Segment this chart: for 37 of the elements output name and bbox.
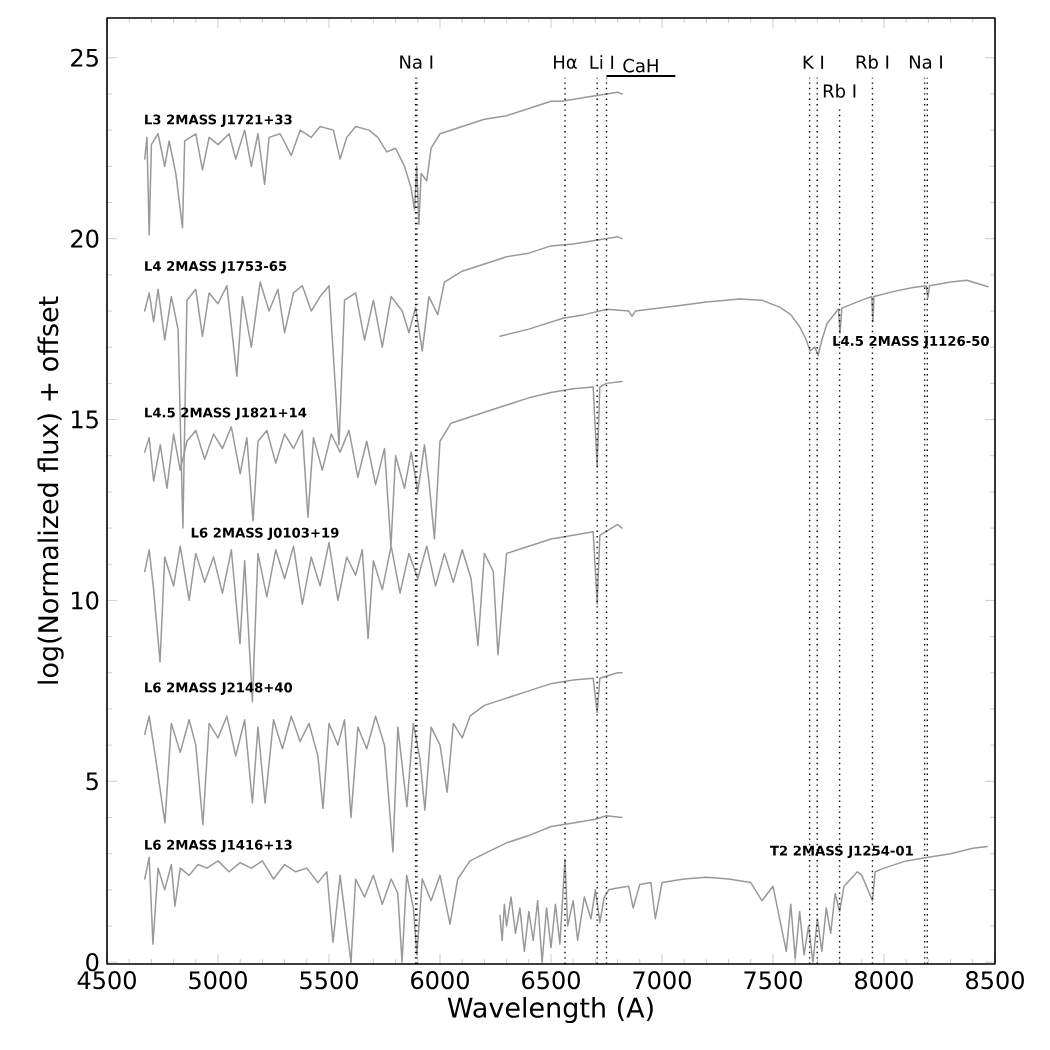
x-tick-label: 8000: [855, 971, 913, 990]
ref-line-label: Hα: [554, 55, 577, 69]
x-tick-label: 7000: [633, 971, 691, 990]
series-label: L6 2MASS J1416+13: [145, 839, 292, 853]
y-tick-label: 5: [86, 772, 98, 791]
series-label: L3 2MASS J1721+33: [145, 114, 292, 127]
y-tick-label: 20: [71, 229, 99, 248]
ref-line-label: Li I: [590, 55, 614, 69]
x-tick-label: 8500: [966, 971, 1024, 990]
x-tick-label: 5500: [300, 971, 358, 990]
annotation: CaH: [623, 58, 658, 73]
ref-line-label: K I: [803, 55, 824, 69]
line-series: [499, 845, 988, 963]
x-tick-label: 7500: [744, 971, 802, 990]
y-tick-label: 15: [72, 410, 98, 429]
ref-line-label: Na I: [400, 55, 433, 69]
ref-line-label: Na I: [909, 55, 942, 69]
x-tick-label: 6500: [522, 971, 580, 990]
series-label: L6 2MASS J2148+40: [145, 682, 293, 695]
ref-line-label: Rb I: [823, 83, 856, 98]
series-label: L4 2MASS J1753-65: [145, 261, 287, 274]
series-label: L4.5 2MASS J1126-50: [833, 335, 989, 349]
ref-line-label: Rb I: [856, 54, 889, 69]
line-series: [143, 814, 623, 963]
series-label: T2 2MASS J1254-01: [770, 845, 913, 859]
y-axis-title: log(Normalized flux) + offset: [37, 296, 64, 684]
x-tick-label: 4500: [77, 971, 136, 990]
y-tick-label: 0: [86, 953, 99, 972]
y-tick-label: 25: [71, 48, 98, 67]
series-label: L4.5 2MASS J1821+14: [145, 407, 307, 420]
x-tick-label: 5000: [189, 971, 247, 990]
x-axis-title: Wavelength (A): [447, 996, 653, 1024]
series-label: L6 2MASS J0103+19: [191, 527, 339, 541]
x-tick-label: 6000: [411, 971, 469, 990]
line-series: [143, 91, 623, 236]
y-tick-label: 10: [72, 591, 99, 610]
line-series: [499, 279, 989, 357]
